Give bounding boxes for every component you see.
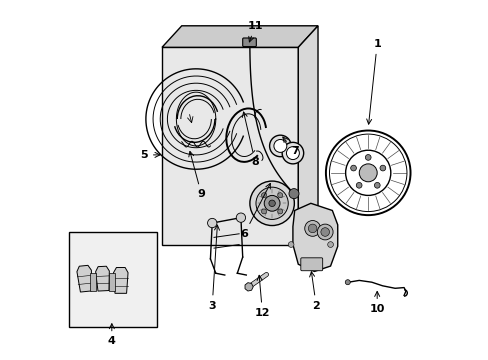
- Text: 7: 7: [282, 137, 298, 156]
- Circle shape: [269, 135, 290, 157]
- Bar: [69, 232, 156, 327]
- Circle shape: [249, 181, 294, 226]
- Circle shape: [304, 221, 320, 236]
- Circle shape: [277, 209, 282, 214]
- Circle shape: [359, 164, 376, 182]
- Text: 8: 8: [242, 112, 259, 167]
- Circle shape: [327, 242, 333, 247]
- Text: 9: 9: [188, 152, 205, 199]
- Circle shape: [255, 187, 287, 220]
- Circle shape: [374, 183, 379, 188]
- Bar: [109, 273, 115, 291]
- Circle shape: [288, 189, 298, 199]
- Circle shape: [268, 200, 275, 207]
- Text: 2: 2: [309, 272, 320, 311]
- Circle shape: [282, 142, 303, 164]
- Circle shape: [277, 193, 282, 198]
- Circle shape: [308, 224, 316, 233]
- Circle shape: [286, 147, 299, 159]
- Polygon shape: [113, 267, 128, 293]
- Polygon shape: [77, 265, 92, 292]
- Circle shape: [356, 183, 361, 188]
- Bar: [90, 273, 96, 291]
- Text: 1: 1: [366, 39, 380, 124]
- Circle shape: [207, 219, 217, 228]
- Circle shape: [264, 195, 280, 211]
- Circle shape: [350, 165, 356, 171]
- Polygon shape: [162, 26, 317, 47]
- Circle shape: [261, 193, 266, 198]
- FancyBboxPatch shape: [300, 258, 322, 271]
- Circle shape: [261, 209, 266, 214]
- Polygon shape: [292, 203, 337, 271]
- Polygon shape: [162, 47, 298, 244]
- Polygon shape: [244, 283, 253, 291]
- Text: 6: 6: [240, 184, 270, 239]
- Circle shape: [345, 280, 349, 285]
- Circle shape: [287, 242, 293, 247]
- Circle shape: [236, 213, 245, 222]
- Circle shape: [317, 224, 332, 240]
- Text: 4: 4: [108, 324, 116, 346]
- Text: 12: 12: [254, 275, 270, 318]
- Circle shape: [379, 165, 385, 171]
- Circle shape: [365, 154, 370, 160]
- Polygon shape: [96, 266, 109, 291]
- Text: 11: 11: [247, 21, 263, 42]
- Circle shape: [273, 139, 286, 152]
- Circle shape: [320, 228, 329, 236]
- Text: 10: 10: [369, 292, 384, 314]
- Text: 3: 3: [208, 225, 219, 311]
- FancyBboxPatch shape: [242, 38, 256, 46]
- Polygon shape: [298, 26, 317, 244]
- Text: 5: 5: [140, 150, 160, 160]
